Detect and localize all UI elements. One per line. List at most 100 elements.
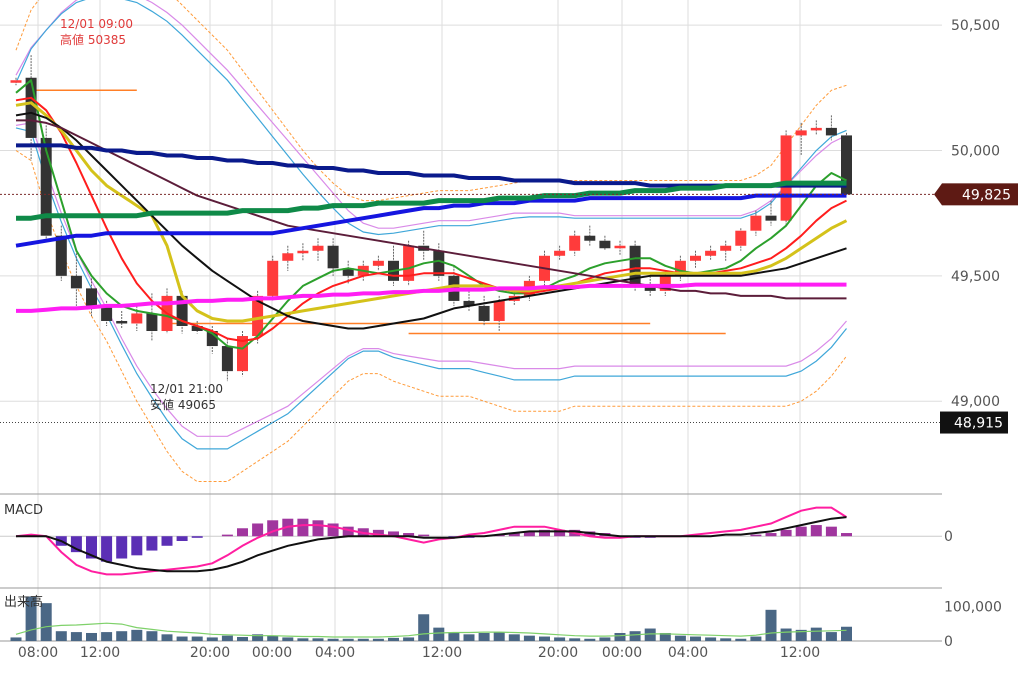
macd-histogram-bar bbox=[237, 528, 248, 537]
macd-histogram-bar bbox=[810, 525, 822, 537]
macd-histogram-bar bbox=[86, 536, 97, 559]
candle-down bbox=[25, 77, 37, 138]
price-tick-label: 49,000 bbox=[951, 394, 1000, 410]
volume-bar bbox=[40, 603, 52, 641]
volume-bar bbox=[327, 638, 339, 641]
time-tick-label: 04:00 bbox=[315, 645, 355, 661]
candle-up bbox=[810, 127, 822, 131]
candle-down bbox=[765, 215, 777, 221]
volume-bar bbox=[705, 637, 717, 641]
ma-line-8 bbox=[16, 180, 847, 221]
volume-bar bbox=[116, 631, 128, 641]
time-tick-label: 00:00 bbox=[602, 645, 642, 661]
macd-histogram-bar bbox=[161, 536, 173, 546]
volume-bar bbox=[569, 638, 581, 641]
high-time-label: 12/01 09:00 bbox=[60, 17, 133, 31]
volume-bar bbox=[282, 637, 294, 641]
volume-bar bbox=[554, 637, 566, 641]
macd-histogram-bar bbox=[116, 536, 128, 559]
candle-up bbox=[795, 130, 807, 136]
volume-bar bbox=[539, 636, 550, 641]
candle-down bbox=[629, 245, 641, 286]
candle-down bbox=[191, 325, 203, 332]
low-time-label: 12/01 21:00 bbox=[150, 382, 223, 396]
candle-up bbox=[131, 313, 143, 324]
ma-line-6 bbox=[16, 143, 847, 188]
candle-up bbox=[10, 80, 22, 83]
volume-bar bbox=[161, 634, 173, 641]
macd-line bbox=[15, 506, 848, 576]
candle-down bbox=[86, 288, 97, 306]
candle-up bbox=[735, 230, 747, 246]
high-value-label: 高値 50385 bbox=[60, 32, 126, 47]
volume-bar bbox=[690, 636, 701, 641]
candle-down bbox=[40, 137, 52, 236]
candle-down bbox=[176, 295, 188, 326]
axes: 50,500 50,000 49,500 49,000 49,825 48,915 08:0… bbox=[0, 18, 1018, 661]
volume-bar bbox=[523, 635, 535, 641]
candle-down bbox=[584, 235, 596, 241]
volume-bar bbox=[252, 634, 264, 641]
volume-bar bbox=[810, 627, 822, 641]
macd-histogram-bar bbox=[554, 529, 566, 537]
macd-histogram-bar bbox=[297, 518, 309, 537]
candle-up bbox=[659, 275, 671, 291]
candle-down bbox=[342, 268, 354, 276]
volume-bar bbox=[584, 638, 596, 641]
price-tick-label: 50,500 bbox=[951, 18, 1000, 34]
macd-histogram-bar bbox=[267, 520, 279, 537]
volume-bar bbox=[750, 636, 762, 641]
volume-bar bbox=[614, 632, 626, 641]
volume-bar bbox=[70, 632, 82, 641]
candle-up bbox=[297, 250, 309, 254]
candle-down bbox=[116, 320, 128, 324]
candle-down bbox=[327, 245, 339, 269]
volume-bar bbox=[206, 637, 218, 641]
volume-bar bbox=[765, 609, 777, 641]
volume-bar bbox=[659, 632, 671, 641]
candle-down bbox=[101, 305, 113, 321]
candle-down bbox=[146, 313, 158, 332]
candle-up bbox=[780, 135, 792, 221]
volume-bar bbox=[433, 627, 445, 641]
candle-down bbox=[206, 331, 218, 347]
current-price-tag bbox=[942, 183, 1018, 206]
volume-bar bbox=[735, 638, 747, 641]
reference-lines bbox=[31, 89, 726, 335]
macd-histogram-bar bbox=[825, 526, 837, 537]
macd-histogram-bar bbox=[101, 536, 113, 562]
candle-down bbox=[478, 305, 490, 321]
volume-bar bbox=[86, 632, 97, 641]
volume-bar bbox=[342, 638, 354, 641]
volume-bar bbox=[10, 637, 22, 641]
candle-up bbox=[372, 260, 384, 266]
volume-panel: 出来高 100,000 0 bbox=[4, 594, 1002, 650]
candle-down bbox=[825, 127, 837, 136]
volume-bar bbox=[146, 631, 158, 641]
volume-bar bbox=[841, 626, 852, 641]
bb-lower-1-line bbox=[15, 122, 847, 437]
volume-bar bbox=[101, 632, 113, 641]
volume-bar bbox=[493, 632, 505, 641]
ma-line-1 bbox=[15, 79, 847, 350]
volume-bar bbox=[448, 632, 460, 641]
low-marker-label: 48,915 bbox=[954, 416, 1003, 432]
macd-histogram-bar bbox=[523, 531, 535, 537]
time-tick-label: 20:00 bbox=[538, 645, 578, 661]
price-tick-label: 49,500 bbox=[951, 269, 1000, 285]
volume-tick-label: 100,000 bbox=[944, 599, 1002, 615]
low-marker-tag bbox=[940, 411, 1008, 434]
ma-line-5 bbox=[16, 119, 847, 300]
candle-up bbox=[282, 253, 294, 261]
macd-histogram-bar bbox=[70, 536, 82, 553]
macd-signal-line bbox=[16, 516, 847, 573]
candle-up bbox=[403, 245, 415, 281]
volume-bar bbox=[131, 629, 143, 641]
volume-bar bbox=[599, 637, 611, 641]
macd-histogram-bar bbox=[191, 536, 203, 538]
candle-down bbox=[221, 346, 233, 372]
candle-down bbox=[841, 135, 852, 195]
volume-bar bbox=[795, 629, 807, 641]
